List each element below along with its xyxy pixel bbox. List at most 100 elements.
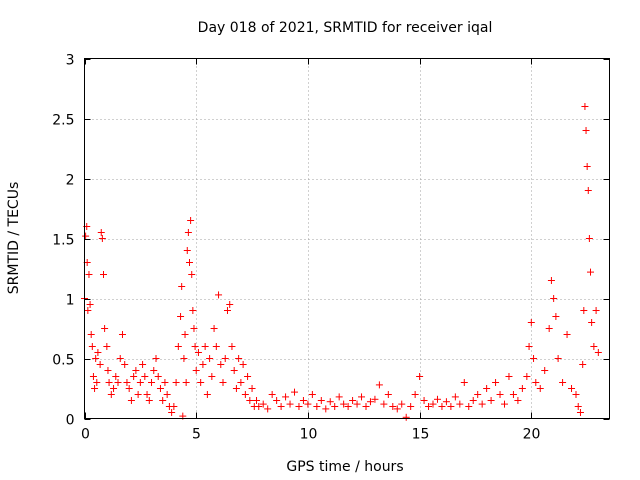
data-point [527, 319, 535, 326]
data-point [183, 247, 191, 254]
data-point [469, 397, 477, 404]
data-point [554, 355, 562, 362]
data-point [94, 349, 102, 356]
data-point [228, 343, 236, 350]
data-point [465, 403, 473, 410]
data-point [121, 361, 129, 368]
y-tick-label: 1 [66, 293, 75, 309]
data-point [103, 343, 111, 350]
data-point [398, 400, 406, 408]
data-point [159, 397, 167, 404]
data-point [478, 400, 486, 408]
data-point [545, 325, 553, 332]
data-point [248, 385, 256, 392]
data-point [148, 379, 156, 386]
data-point [304, 400, 312, 408]
data-point [163, 391, 171, 398]
chart-title: Day 018 of 2021, SRMTID for receiver iqa… [198, 20, 493, 36]
data-point [180, 355, 188, 362]
data-point [442, 398, 450, 406]
data-point [172, 379, 180, 386]
data-point [97, 229, 105, 236]
data-point [371, 395, 379, 403]
data-point [259, 400, 267, 408]
data-point [170, 403, 178, 410]
data-point [223, 307, 231, 314]
data-point [203, 391, 211, 398]
data-point [483, 385, 491, 392]
data-point [92, 355, 100, 362]
data-point [588, 319, 596, 326]
data-point [199, 361, 207, 368]
data-point [536, 385, 544, 392]
data-point [161, 379, 169, 386]
data-point [501, 400, 508, 408]
data-point [592, 307, 600, 314]
data-point [505, 373, 513, 380]
data-point [331, 403, 339, 410]
data-point [96, 361, 104, 368]
data-point [425, 403, 433, 410]
data-point [530, 355, 538, 362]
data-point [210, 325, 218, 332]
data-point [85, 271, 93, 278]
data-point [154, 373, 162, 380]
data-point [114, 379, 122, 386]
x-axis-label: GPS time / hours [286, 459, 403, 475]
data-point [184, 229, 192, 236]
data-point [177, 313, 185, 320]
y-axis-label: SRMTID / TECUs [6, 182, 22, 295]
data-point [559, 379, 567, 386]
data-point [194, 349, 202, 356]
data-point [585, 235, 593, 242]
data-point [232, 385, 240, 392]
data-point [433, 395, 441, 403]
data-point [116, 355, 124, 362]
x-tick-label: 0 [81, 427, 90, 443]
data-point [317, 397, 325, 404]
data-point [89, 373, 97, 380]
data-point [572, 391, 580, 398]
data-point [514, 397, 522, 404]
data-point [576, 409, 584, 416]
data-point [206, 355, 214, 362]
data-point [253, 397, 261, 404]
data-point [136, 379, 144, 386]
data-point [583, 163, 591, 170]
data-point [141, 373, 149, 380]
data-point [492, 379, 500, 386]
data-point [88, 343, 96, 350]
data-point [178, 283, 186, 290]
data-point [402, 413, 410, 421]
data-point [87, 331, 95, 338]
data-point [277, 403, 285, 410]
data-point [244, 373, 252, 380]
data-point [295, 403, 303, 410]
data-point [299, 397, 307, 404]
data-point [239, 361, 247, 368]
data-point [487, 397, 495, 404]
data-point [255, 403, 263, 410]
plot-frame [84, 58, 610, 419]
data-point [273, 397, 281, 404]
data-point [358, 393, 366, 401]
data-point [411, 391, 419, 398]
data-point [104, 367, 112, 374]
data-point [101, 325, 109, 332]
data-point [525, 343, 533, 350]
data-point [568, 385, 576, 392]
data-point [393, 405, 401, 413]
data-point [353, 400, 361, 408]
data-point [98, 235, 106, 242]
data-point [550, 295, 558, 302]
data-point [174, 343, 182, 350]
data-point [523, 373, 531, 380]
data-point [420, 397, 428, 404]
data-point [590, 343, 598, 350]
data-point [127, 397, 135, 404]
data-point [509, 391, 517, 398]
data-point [105, 379, 113, 386]
data-point [518, 385, 526, 392]
x-tick-label: 5 [192, 427, 201, 443]
